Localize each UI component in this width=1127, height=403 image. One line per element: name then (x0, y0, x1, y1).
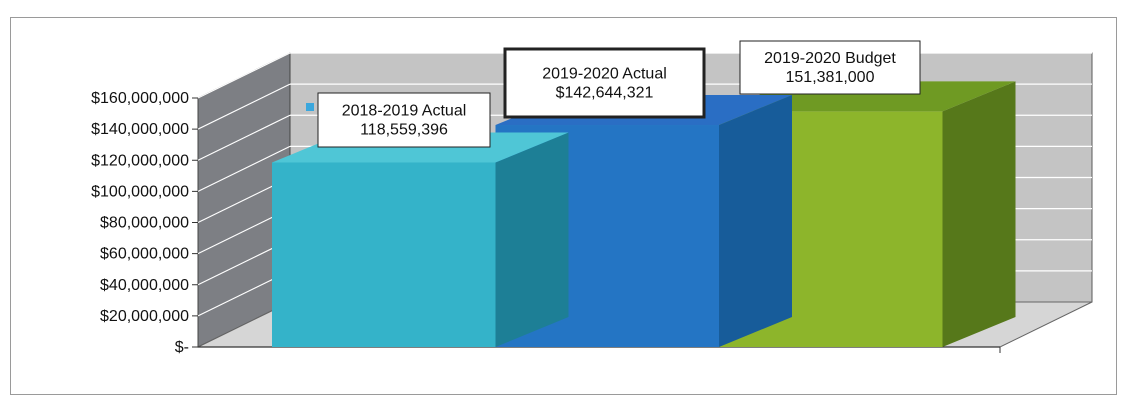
data-label-line: 2019-2020 Actual (542, 66, 667, 83)
gridline-side (197, 83, 291, 130)
bar-1 (272, 132, 569, 347)
data-label-2: 2019-2020 Actual $142,644,321 (503, 47, 706, 119)
data-label-line: 2019-2020 Budget (764, 50, 896, 67)
data-label-line: 151,381,000 (786, 69, 875, 86)
legend-marker (306, 103, 314, 111)
data-label-box (317, 92, 491, 148)
y-tick-label: $20,000,000 (100, 308, 189, 325)
gridline-side (197, 52, 291, 99)
bars (272, 81, 1016, 348)
data-label-1: 2018-2019 Actual 118,559,396 (306, 92, 491, 148)
data-label-box (739, 40, 921, 95)
data-label-line: 2018-2019 Actual (342, 103, 467, 120)
y-tick-label: $40,000,000 (100, 277, 189, 294)
y-tick-label: $60,000,000 (100, 246, 189, 263)
data-label-line: $142,644,321 (556, 85, 654, 102)
y-tick-label: $120,000,000 (91, 152, 189, 169)
data-label-line: 118,559,396 (360, 122, 448, 139)
bar-front (272, 162, 496, 347)
bar-side (495, 132, 569, 347)
data-label-3: 2019-2020 Budget 151,381,000 (739, 40, 921, 95)
y-tick-label: $160,000,000 (91, 90, 189, 107)
y-tick-label: $140,000,000 (91, 121, 189, 138)
gridline-side (197, 145, 291, 192)
bar-side (942, 81, 1016, 347)
y-tick-label: $80,000,000 (100, 215, 189, 232)
data-label-box (503, 47, 706, 119)
y-axis-ticks: $- $20,000,000 $40,000,000 $60,000,000 $80,0… (91, 90, 198, 356)
data-labels: 2018-2019 Actual 118,559,396 2019-2020 Act… (306, 40, 921, 148)
gridline-side (197, 114, 291, 161)
y-tick-label: $100,000,000 (91, 183, 189, 200)
bar-side (719, 95, 792, 348)
y-tick-label: $- (175, 339, 189, 356)
